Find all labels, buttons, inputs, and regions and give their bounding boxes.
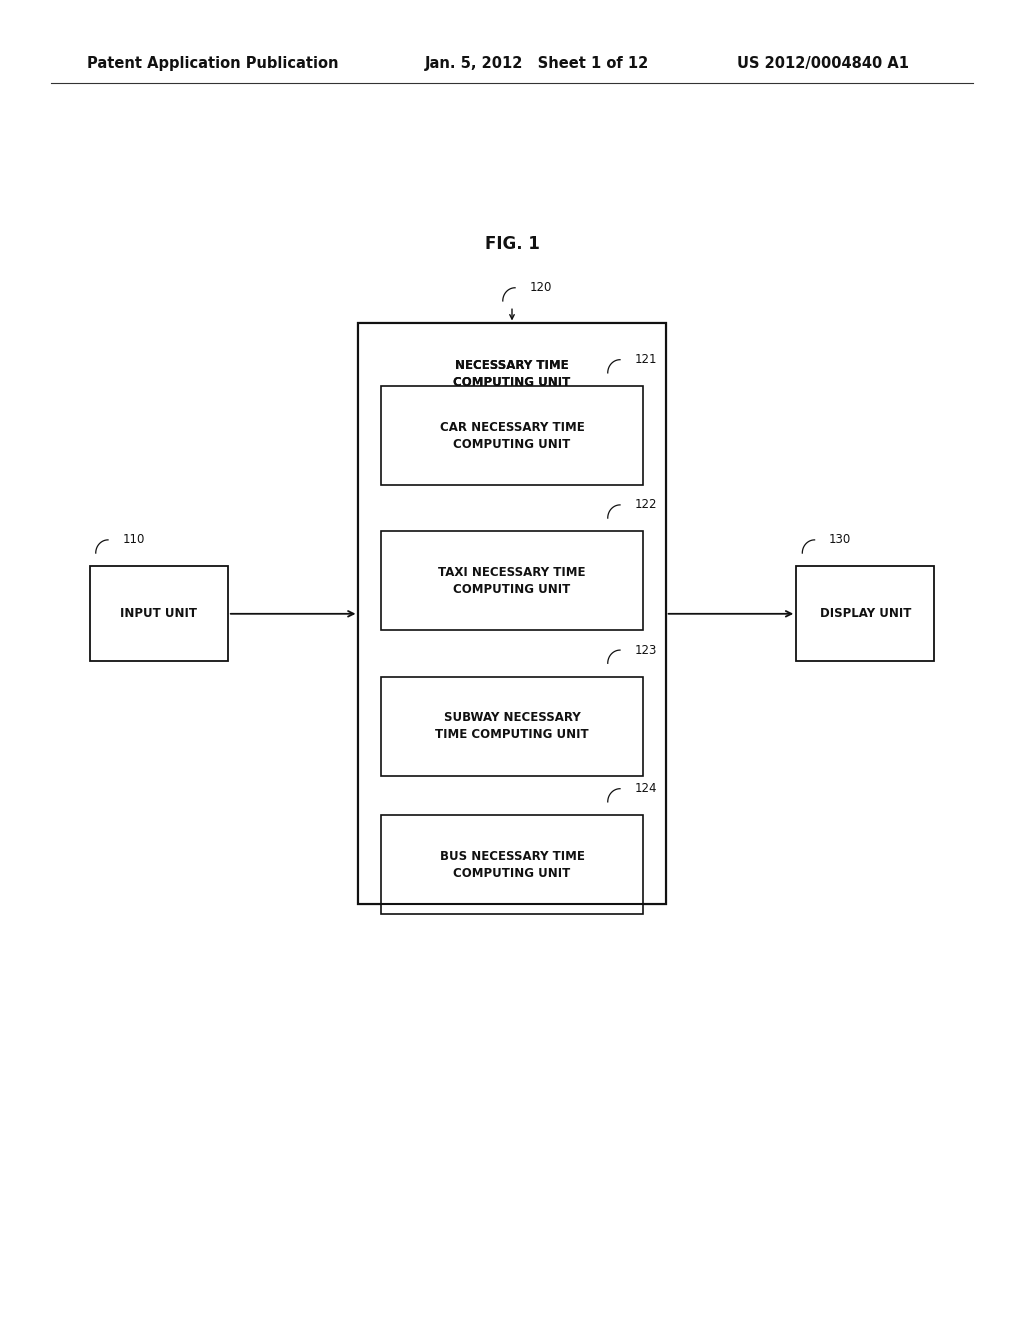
Bar [381,814,643,913]
Bar [358,323,666,904]
Bar [381,531,643,630]
Text: NECESSARY TIME
COMPUTING UNIT: NECESSARY TIME COMPUTING UNIT [454,599,570,628]
Text: DISPLAY UNIT: DISPLAY UNIT [819,607,911,620]
Text: NECESSARY TIME
COMPUTING UNIT: NECESSARY TIME COMPUTING UNIT [454,359,570,388]
Text: 123: 123 [634,644,656,656]
Text: 124: 124 [634,783,656,795]
Text: 122: 122 [634,499,656,511]
Text: CAR NECESSARY TIME
COMPUTING UNIT: CAR NECESSARY TIME COMPUTING UNIT [439,421,585,450]
Text: FIG. 1: FIG. 1 [484,235,540,253]
Text: BUS NECESSARY TIME
COMPUTING UNIT: BUS NECESSARY TIME COMPUTING UNIT [439,850,585,879]
Text: 110: 110 [123,533,144,546]
Text: TAXI NECESSARY TIME
COMPUTING UNIT: TAXI NECESSARY TIME COMPUTING UNIT [438,566,586,595]
Text: US 2012/0004840 A1: US 2012/0004840 A1 [737,55,909,71]
Bar [381,676,643,776]
Text: NECESSARY TIME
COMPUTING UNIT: NECESSARY TIME COMPUTING UNIT [454,359,570,388]
Bar [381,385,643,484]
Text: INPUT UNIT: INPUT UNIT [120,607,198,620]
Text: Patent Application Publication: Patent Application Publication [87,55,339,71]
Bar [358,323,666,904]
Bar [797,566,934,661]
Text: 120: 120 [529,281,552,294]
Bar [358,323,666,904]
Text: SUBWAY NECESSARY
TIME COMPUTING UNIT: SUBWAY NECESSARY TIME COMPUTING UNIT [435,711,589,741]
Text: 130: 130 [829,533,851,546]
Bar [90,566,227,661]
Text: Jan. 5, 2012   Sheet 1 of 12: Jan. 5, 2012 Sheet 1 of 12 [425,55,649,71]
Text: 121: 121 [634,354,656,366]
